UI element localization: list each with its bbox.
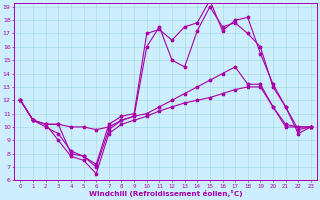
X-axis label: Windchill (Refroidissement éolien,°C): Windchill (Refroidissement éolien,°C) — [89, 190, 243, 197]
